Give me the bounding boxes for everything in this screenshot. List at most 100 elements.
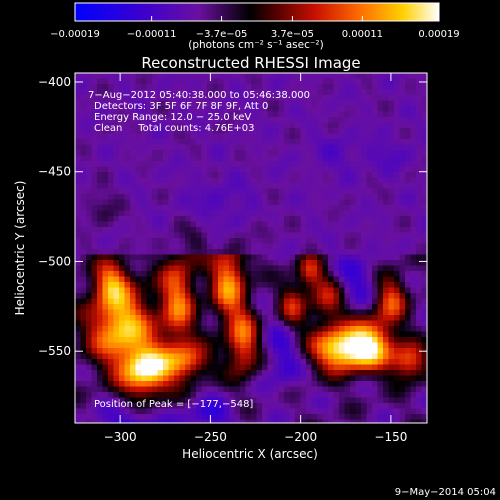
heatmap-cell bbox=[311, 249, 318, 256]
heatmap-cell bbox=[421, 84, 427, 91]
heatmap-cell bbox=[333, 282, 340, 289]
heatmap-cell bbox=[75, 205, 82, 212]
heatmap-cell bbox=[339, 232, 346, 239]
heatmap-cell bbox=[311, 117, 318, 124]
heatmap-cell bbox=[322, 271, 329, 278]
heatmap-cell bbox=[317, 326, 324, 333]
heatmap-cell bbox=[124, 238, 131, 245]
heatmap-cell bbox=[289, 364, 296, 371]
heatmap-cell bbox=[383, 84, 390, 91]
heatmap-cell bbox=[256, 370, 263, 377]
heatmap-cell bbox=[86, 78, 93, 85]
heatmap-cell bbox=[212, 84, 219, 91]
heatmap-cell bbox=[119, 403, 126, 410]
heatmap-cell bbox=[284, 370, 291, 377]
heatmap-cell bbox=[339, 414, 346, 421]
heatmap-cell bbox=[179, 249, 186, 256]
heatmap-cell bbox=[234, 161, 241, 168]
heatmap-cell bbox=[344, 95, 351, 102]
heatmap-cell bbox=[256, 133, 263, 140]
heatmap-cell bbox=[273, 353, 280, 360]
colorbar-tick-label: 3.7e−05 bbox=[271, 29, 314, 40]
heatmap-cell bbox=[80, 337, 87, 344]
heatmap-cell bbox=[284, 304, 291, 311]
heatmap-cell bbox=[251, 381, 258, 388]
heatmap-cell bbox=[399, 408, 406, 415]
heatmap-cell bbox=[190, 95, 197, 102]
heatmap-cell bbox=[185, 309, 192, 316]
heatmap-cell bbox=[355, 243, 362, 250]
heatmap-cell bbox=[218, 78, 225, 85]
heatmap-cell bbox=[273, 210, 280, 217]
heatmap-cell bbox=[157, 133, 164, 140]
heatmap-cell bbox=[251, 183, 258, 190]
heatmap-cell bbox=[190, 221, 197, 228]
heatmap-cell bbox=[350, 304, 357, 311]
heatmap-cell bbox=[410, 84, 417, 91]
heatmap-cell bbox=[218, 84, 225, 91]
heatmap-cell bbox=[262, 271, 269, 278]
heatmap-cell bbox=[405, 419, 412, 423]
heatmap-cell bbox=[86, 73, 93, 80]
heatmap-cell bbox=[361, 221, 368, 228]
heatmap-cell bbox=[289, 144, 296, 151]
heatmap-cell bbox=[377, 304, 384, 311]
heatmap-cell bbox=[267, 194, 274, 201]
heatmap-cell bbox=[234, 326, 241, 333]
heatmap-cell bbox=[355, 238, 362, 245]
heatmap-cell bbox=[102, 172, 109, 179]
heatmap-cell bbox=[344, 304, 351, 311]
heatmap-cell bbox=[322, 210, 329, 217]
heatmap-cell bbox=[399, 337, 406, 344]
heatmap-cell bbox=[273, 403, 280, 410]
heatmap-cell bbox=[289, 287, 296, 294]
heatmap-cell bbox=[399, 84, 406, 91]
heatmap-cell bbox=[212, 243, 219, 250]
heatmap-cell bbox=[190, 216, 197, 223]
heatmap-cell bbox=[322, 199, 329, 206]
heatmap-cell bbox=[229, 139, 236, 146]
heatmap-cell bbox=[113, 375, 120, 382]
heatmap-cell bbox=[80, 419, 87, 423]
heatmap-cell bbox=[218, 166, 225, 173]
heatmap-cell bbox=[410, 183, 417, 190]
heatmap-cell bbox=[102, 144, 109, 151]
heatmap-cell bbox=[234, 106, 241, 113]
heatmap-cell bbox=[130, 381, 137, 388]
heatmap-cell bbox=[339, 353, 346, 360]
heatmap-cell bbox=[218, 397, 225, 404]
heatmap-cell bbox=[355, 95, 362, 102]
heatmap-cell bbox=[311, 243, 318, 250]
heatmap-cell bbox=[97, 117, 104, 124]
heatmap-cell bbox=[157, 84, 164, 91]
heatmap-cell bbox=[251, 84, 258, 91]
heatmap-cell bbox=[366, 337, 373, 344]
heatmap-cell bbox=[146, 408, 153, 415]
heatmap-cell bbox=[361, 95, 368, 102]
heatmap-cell bbox=[152, 370, 159, 377]
heatmap-cell bbox=[196, 227, 203, 234]
heatmap-cell bbox=[311, 106, 318, 113]
heatmap-cell bbox=[366, 205, 373, 212]
heatmap-cell bbox=[97, 337, 104, 344]
heatmap-cell bbox=[146, 293, 153, 300]
heatmap-cell bbox=[102, 221, 109, 228]
heatmap-cell bbox=[355, 287, 362, 294]
heatmap-cell bbox=[251, 348, 258, 355]
heatmap-cell bbox=[174, 78, 181, 85]
heatmap-cell bbox=[278, 221, 285, 228]
heatmap-cell bbox=[174, 177, 181, 184]
heatmap-cell bbox=[152, 414, 159, 421]
heatmap-cell bbox=[179, 238, 186, 245]
heatmap-cell bbox=[399, 260, 406, 267]
heatmap-cell bbox=[372, 386, 379, 393]
heatmap-cell bbox=[240, 326, 247, 333]
heatmap-cell bbox=[350, 408, 357, 415]
heatmap-cell bbox=[218, 249, 225, 256]
heatmap-cell bbox=[295, 353, 302, 360]
heatmap-cell bbox=[416, 249, 423, 256]
heatmap-cell bbox=[152, 282, 159, 289]
heatmap-cell bbox=[344, 359, 351, 366]
heatmap-cell bbox=[366, 293, 373, 300]
heatmap-cell bbox=[388, 375, 395, 382]
